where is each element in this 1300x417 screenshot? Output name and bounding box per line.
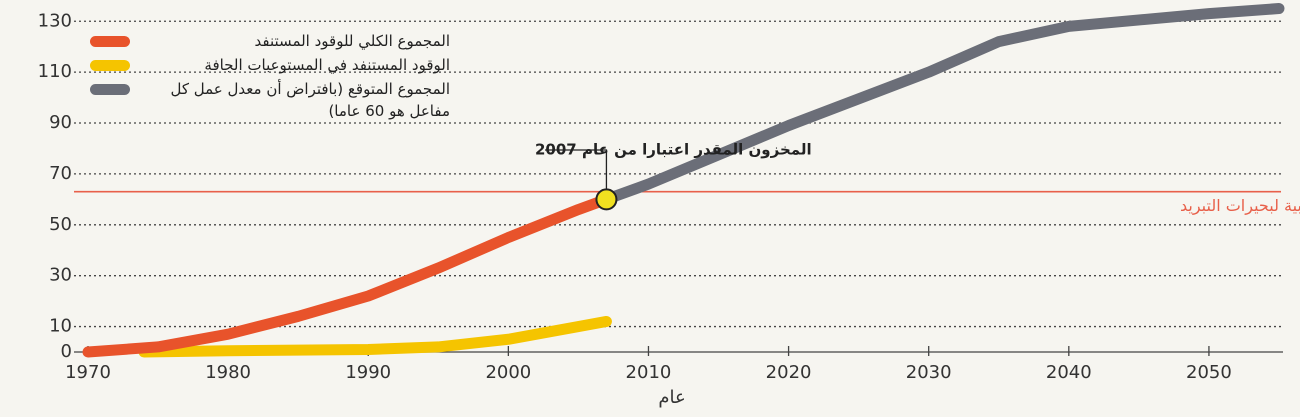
y-tick-label: 110 (38, 61, 72, 82)
legend-entry: الوقود المستنفد في المستوعبات الجافة (90, 54, 540, 76)
x-tick-label: 2010 (626, 362, 672, 383)
annotation-marker (595, 188, 618, 211)
x-tick-label: 2000 (485, 362, 531, 383)
y-tick-label: 50 (49, 214, 72, 235)
series-line (138, 315, 612, 358)
annotation: المخزون المقدر اعتبارا من عام 2007 (535, 141, 812, 159)
x-tick-label: 1980 (205, 362, 251, 383)
y-tick-label: 10 (49, 316, 72, 337)
legend-swatch (90, 84, 130, 95)
y-tick-label: 90 (49, 112, 72, 133)
legend-label: المجموع المتوقع (بافتراض أن معدل عمل كل … (170, 80, 451, 120)
x-tick-label: 1990 (345, 362, 391, 383)
legend-entry: المجموع المتوقع (بافتراض أن معدل عمل كل … (90, 78, 540, 122)
x-axis-label: عام (658, 387, 685, 408)
y-tick-label: 0 (61, 341, 72, 362)
y-tick-label: 30 (49, 265, 72, 286)
x-tick-label: 2040 (1046, 362, 1092, 383)
series-line (600, 3, 1285, 205)
legend-entry: المجموع الكلي للوقود المستنفد (90, 30, 540, 52)
annotation-leader (545, 149, 608, 200)
series-line (82, 193, 612, 358)
legend-label: الوقود المستنفد في المستوعبات الجافة (204, 56, 450, 74)
legend-label: المجموع الكلي للوقود المستنفد (254, 32, 450, 50)
y-tick-label: 70 (49, 163, 72, 184)
x-tick-label: 2020 (766, 362, 812, 383)
legend-swatch (90, 36, 130, 47)
x-tick-label: 2050 (1186, 362, 1232, 383)
x-tick-label: 1970 (65, 362, 111, 383)
y-tick-label: 130 (38, 10, 72, 31)
legend-swatch (90, 60, 130, 71)
x-tick-label: 2030 (906, 362, 952, 383)
reference-line-label: الطاقة الاستيعابية لبحيرات التبريد (1180, 196, 1300, 216)
